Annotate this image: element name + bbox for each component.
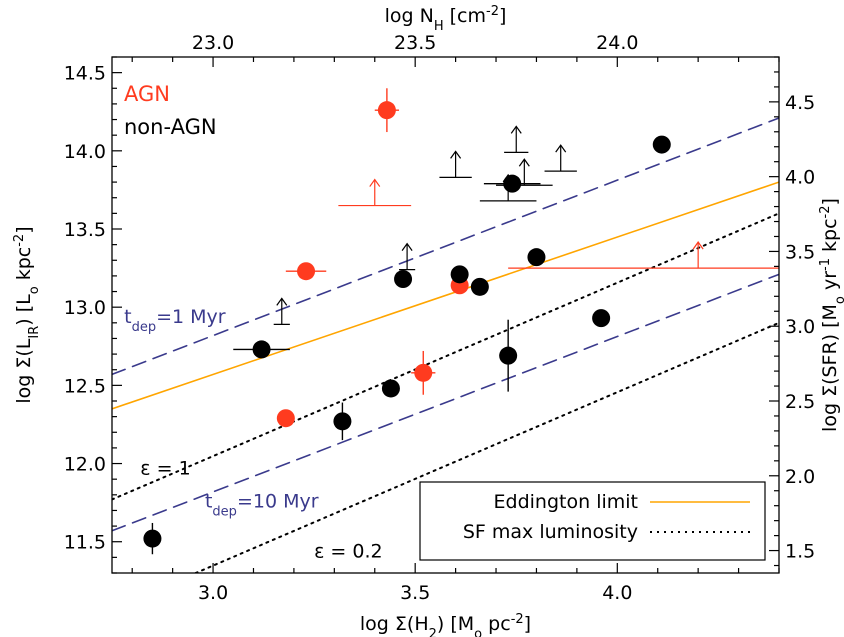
y-tick-label: 13.5 <box>64 219 106 241</box>
legend-label: SF max luminosity <box>463 521 638 543</box>
non-agn-point <box>450 265 469 284</box>
marker <box>592 309 611 328</box>
axis-ticks <box>112 56 780 574</box>
non-agn-lower-limit <box>496 158 553 186</box>
non-agn-point <box>381 379 400 398</box>
agn-point <box>276 409 295 428</box>
non-agn-lower-limit <box>504 125 529 153</box>
non-agn-lower-limit <box>273 297 290 325</box>
limit-arrowhead <box>276 297 288 306</box>
annotation: tdep=1 Myr <box>124 306 226 335</box>
non-agn-point <box>470 277 489 296</box>
agn-lower-limit <box>508 241 779 269</box>
limit-arrowhead <box>401 242 413 252</box>
agn-point <box>411 350 436 395</box>
non-agn-lower-limit <box>399 242 416 271</box>
data-points <box>143 88 779 555</box>
non-agn-lower-limit <box>439 150 472 178</box>
non-agn-point <box>652 135 671 154</box>
marker <box>527 248 546 267</box>
marker <box>333 412 352 431</box>
line-eddington-limit <box>112 181 779 410</box>
marker <box>377 101 396 120</box>
non-agn-lower-limit <box>544 144 577 172</box>
non-agn-point <box>143 522 162 555</box>
limit-arrowhead <box>450 150 462 159</box>
axis-titles: log Σ(H2) [Mo pc-2] log NH [cm-2] log Σ(LI… <box>12 4 844 637</box>
top-x-tick-label: 23.0 <box>192 32 234 54</box>
marker <box>297 262 316 281</box>
x-tick-label: 3.5 <box>400 582 430 604</box>
annotation: ε = 1 <box>140 457 190 479</box>
group-label: AGN <box>124 82 170 106</box>
line-t-dep-10-myr <box>112 273 779 532</box>
non-agn-point <box>592 309 611 328</box>
non-agn-point <box>333 402 352 441</box>
annotations: AGN non-AGN tdep=1 Myr tdep=10 Myr ε = 1 ε = … <box>124 82 383 562</box>
right-y-tick-label: 4.0 <box>785 167 815 189</box>
top-x-axis-title: log NH [cm-2] <box>385 4 507 34</box>
right-y-tick-label: 4.5 <box>785 92 815 114</box>
plot-frame <box>111 56 780 574</box>
legend-label: Eddington limit <box>494 491 638 513</box>
marker <box>381 379 400 398</box>
agn-lower-limit <box>338 178 412 207</box>
agn-point <box>374 88 400 133</box>
legend-box <box>419 481 766 561</box>
top-x-tick-label: 24.0 <box>596 32 638 54</box>
non-agn-point <box>483 174 541 193</box>
right-y-tick-label: 2.5 <box>785 391 815 413</box>
y-tick-label: 14.5 <box>64 63 106 85</box>
non-agn-point <box>394 270 413 289</box>
right-y-tick-label: 3.5 <box>785 241 815 263</box>
legend: Eddington limit SF max luminosity <box>419 481 766 561</box>
limit-arrowhead <box>518 158 530 167</box>
marker <box>394 270 413 289</box>
marker <box>252 340 271 359</box>
limit-arrowhead <box>369 178 381 187</box>
limit-arrowhead <box>502 173 514 183</box>
tick-labels: 3.0 3.5 4.0 23.0 23.5 24.0 11.5 12.0 12.5 13.0 13.… <box>64 32 816 604</box>
annotation: ε = 0.2 <box>314 540 383 562</box>
x-tick-label: 4.0 <box>602 582 632 604</box>
y-tick-label: 12.0 <box>64 454 106 476</box>
limit-arrowhead <box>555 144 567 153</box>
group-label: non-AGN <box>124 115 217 139</box>
limit-arrowhead <box>510 125 522 134</box>
x-tick-label: 3.0 <box>198 582 228 604</box>
marker <box>652 135 671 154</box>
right-y-tick-label: 2.0 <box>785 466 815 488</box>
line-t-dep-1-myr <box>112 117 779 376</box>
marker <box>276 409 295 428</box>
marker <box>470 277 489 296</box>
annotation: tdep=10 Myr <box>205 490 319 519</box>
x-axis-title: log Σ(H2) [Mo pc-2] <box>360 612 531 637</box>
right-y-tick-label: 1.5 <box>785 541 815 563</box>
non-agn-point <box>499 319 518 392</box>
y-tick-label: 12.5 <box>64 375 106 397</box>
y-tick-label: 13.0 <box>64 297 106 319</box>
non-agn-point <box>233 340 290 359</box>
y-axis-title: log Σ(LIR) [Lo kpc-2] <box>12 226 42 403</box>
right-y-axis-title: log Σ(SFR) [Mo yr-1 kpc-2] <box>818 198 844 432</box>
non-agn-lower-limit <box>479 173 537 202</box>
non-agn-point <box>527 248 546 267</box>
marker <box>450 265 469 284</box>
line-sf-max-luminosity-0-2 <box>193 321 779 573</box>
limit-arrowhead <box>692 241 704 250</box>
right-y-tick-label: 3.0 <box>785 316 815 338</box>
line-sf-max-luminosity-1 <box>112 212 779 501</box>
agn-point <box>285 262 327 281</box>
marker <box>143 529 162 548</box>
y-tick-label: 14.0 <box>64 141 106 163</box>
model-lines <box>112 117 779 573</box>
marker <box>499 346 518 365</box>
top-x-tick-label: 23.5 <box>394 32 436 54</box>
axes-frame <box>111 56 780 574</box>
marker <box>414 363 433 382</box>
y-tick-label: 11.5 <box>64 532 106 554</box>
